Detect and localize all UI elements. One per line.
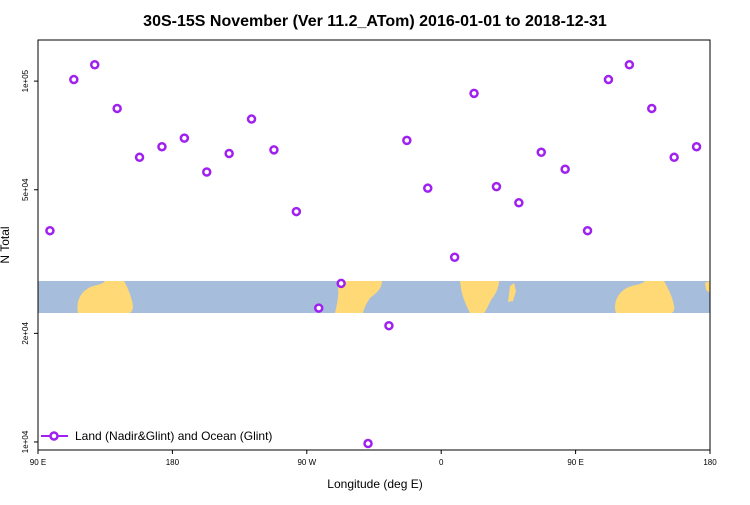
data-point xyxy=(291,206,302,217)
x-tick-label: 90 E xyxy=(567,458,583,467)
data-point xyxy=(179,133,190,143)
data-point xyxy=(423,183,433,193)
land-south-america xyxy=(335,281,382,313)
data-point xyxy=(224,148,234,159)
data-point xyxy=(624,60,635,70)
legend-marker xyxy=(49,431,59,441)
data-point xyxy=(363,438,373,449)
y-axis: 1e+04 2e+04 5e+04 1e+05 xyxy=(21,69,38,453)
land-australia-1 xyxy=(77,281,133,313)
x-tick-label: 180 xyxy=(703,458,717,467)
x-tick-label: 90 E xyxy=(30,458,46,467)
data-point xyxy=(246,114,257,124)
data-point xyxy=(582,225,593,236)
y-tick-label: 1e+05 xyxy=(21,69,30,92)
x-tick-label: 0 xyxy=(439,458,444,467)
data-point xyxy=(402,135,412,146)
data-point xyxy=(647,103,657,114)
x-axis-label: Longitude (deg E) xyxy=(327,477,422,491)
data-point xyxy=(491,181,502,192)
data-point xyxy=(134,152,145,163)
land-masses xyxy=(77,281,710,313)
data-point xyxy=(514,198,524,208)
data-point xyxy=(201,167,212,177)
y-tick-label: 2e+04 xyxy=(21,322,30,345)
data-point xyxy=(269,145,279,155)
data-point xyxy=(384,320,394,331)
x-tick-label: 90 W xyxy=(297,458,316,467)
legend: Land (Nadir&Glint) and Ocean (Glint) xyxy=(41,429,272,443)
x-tick-label: 180 xyxy=(166,458,180,467)
data-point xyxy=(449,252,460,263)
world-map-band xyxy=(38,281,710,313)
data-point xyxy=(560,164,570,174)
data-point xyxy=(603,74,614,85)
data-point xyxy=(112,103,122,114)
data-point xyxy=(69,74,79,85)
chart-title: 30S-15S November (Ver 11.2_ATom) 2016-01… xyxy=(143,13,607,30)
land-australia-2 xyxy=(615,281,675,313)
plot-frame xyxy=(37,39,711,451)
y-tick-label: 1e+04 xyxy=(21,430,30,453)
data-point xyxy=(45,225,55,236)
y-axis-label: N Total xyxy=(0,226,12,263)
y-tick-label: 5e+04 xyxy=(21,178,30,201)
data-point xyxy=(669,152,679,163)
x-axis: 90 E 180 90 W 0 90 E 180 xyxy=(30,450,717,467)
data-point xyxy=(336,278,346,289)
legend-label: Land (Nadir&Glint) and Ocean (Glint) xyxy=(75,429,272,443)
land-africa xyxy=(460,281,499,313)
data-point xyxy=(89,60,100,70)
data-point xyxy=(313,303,324,313)
data-point xyxy=(469,88,479,99)
data-point xyxy=(691,141,702,152)
data-point xyxy=(157,141,167,152)
land-new-zealand xyxy=(705,281,710,293)
land-madagascar xyxy=(508,283,516,302)
data-point xyxy=(536,147,547,158)
data-points xyxy=(45,60,702,449)
